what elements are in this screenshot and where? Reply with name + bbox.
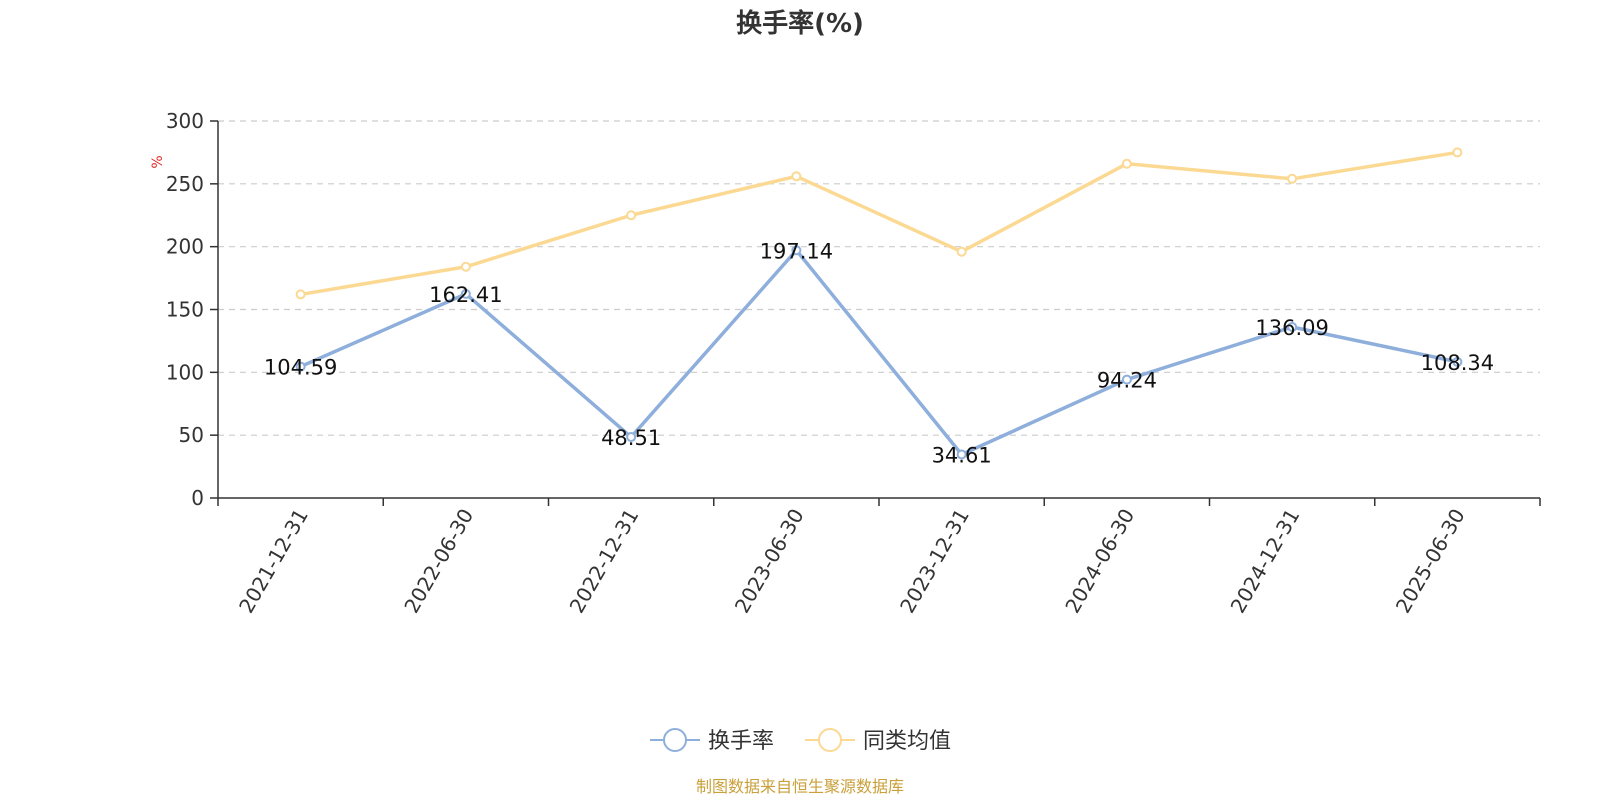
x-tick-label-2022-06-30: 2022-06-30 xyxy=(399,505,478,618)
series-0-point-0 xyxy=(295,361,306,372)
y-tick-label-250: 250 xyxy=(166,172,204,196)
series-0-point-2 xyxy=(626,432,637,443)
data-label-6: 136.09 xyxy=(1255,316,1328,340)
series-line-0 xyxy=(299,248,1458,457)
series-1-point-2 xyxy=(626,210,637,221)
y-tick-label-200: 200 xyxy=(166,235,204,259)
data-label-4: 34.61 xyxy=(932,444,992,468)
series-0-point-6 xyxy=(1287,321,1298,332)
legend-label-1: 同类均值 xyxy=(863,729,951,754)
series-1-point-7 xyxy=(1452,147,1463,158)
x-tick-label-2022-12-31: 2022-12-31 xyxy=(565,505,644,618)
x-tick-label-2023-06-30: 2023-06-30 xyxy=(730,505,809,618)
series-1-point-6 xyxy=(1287,173,1298,184)
y-tick-label-0: 0 xyxy=(191,486,204,510)
data-label-5: 94.24 xyxy=(1097,369,1157,393)
data-label-7: 108.34 xyxy=(1421,351,1494,375)
legend: 换手率 同类均值 xyxy=(650,728,951,754)
series-1-point-3 xyxy=(791,171,802,182)
x-tick-label-2024-12-31: 2024-12-31 xyxy=(1226,505,1305,618)
source-note: 制图数据来自恒生聚源数据库 xyxy=(696,777,904,796)
data-label-0: 104.59 xyxy=(264,356,337,380)
legend-label-0: 换手率 xyxy=(708,729,774,754)
series-1-point-4 xyxy=(956,246,967,257)
x-tick-label-2025-06-30: 2025-06-30 xyxy=(1391,505,1470,618)
y-tick-label-50: 50 xyxy=(179,423,204,447)
legend-marker-1 xyxy=(818,728,842,752)
y-tick-label-100: 100 xyxy=(166,360,204,384)
x-tick-label-2021-12-31: 2021-12-31 xyxy=(234,505,313,618)
series-0-point-5 xyxy=(1121,374,1132,385)
series-0-point-4 xyxy=(956,449,967,460)
data-label-1: 162.41 xyxy=(429,283,502,307)
series-1-point-1 xyxy=(460,261,471,272)
series-1-point-5 xyxy=(1121,158,1132,169)
y-axis-unit-label: % xyxy=(150,155,166,168)
y-tick-label-150: 150 xyxy=(166,298,204,322)
data-label-2: 48.51 xyxy=(601,426,661,450)
data-labels: 104.59 162.41 48.51 197.14 34.61 94.24 136.09 1… xyxy=(264,239,1494,467)
chart-title: 换手率(%) xyxy=(736,8,864,39)
legend-marker-0 xyxy=(663,728,687,752)
x-tick-label-2024-06-30: 2024-06-30 xyxy=(1060,505,1139,618)
series-0-point-7 xyxy=(1452,356,1463,367)
series-0-point-1 xyxy=(460,288,471,299)
axes: 0 50 100 150 200 250 300 2021-12-31 2022-06-30 20… xyxy=(166,109,1541,618)
series-1-point-0 xyxy=(295,289,306,300)
x-tick-label-2023-12-31: 2023-12-31 xyxy=(895,505,974,618)
y-tick-label-300: 300 xyxy=(166,109,204,133)
series-layer xyxy=(295,147,1463,460)
grid-lines xyxy=(218,120,1540,436)
data-label-3: 197.14 xyxy=(760,239,833,263)
series-0-point-3 xyxy=(791,245,802,256)
series-line-1 xyxy=(300,150,1458,297)
